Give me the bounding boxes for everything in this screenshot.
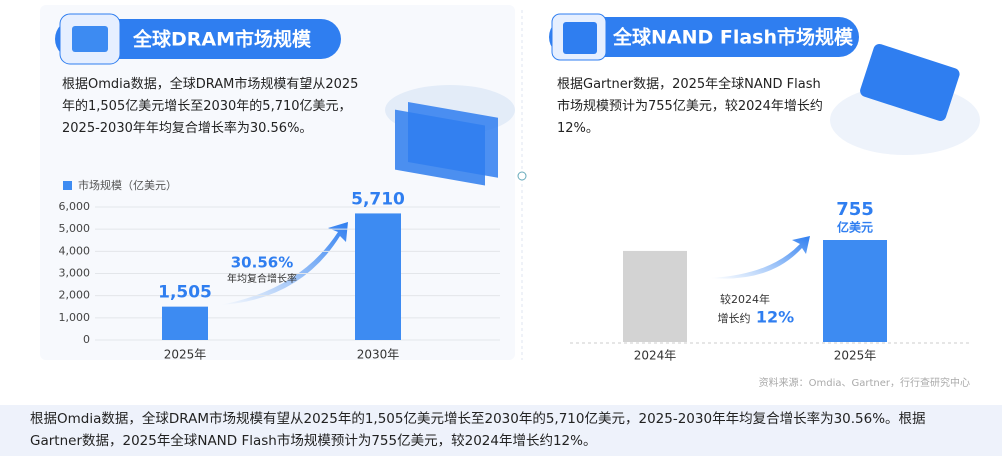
x-tick-label: 2025年 — [834, 349, 877, 363]
annotation: 较2024年 — [720, 292, 770, 306]
chart-title: 全球NAND Flash市场规模 — [612, 26, 854, 49]
bar — [162, 306, 208, 340]
caption: 根据Omdia数据，全球DRAM市场规模有望从2025年的1,505亿美元增长至… — [0, 405, 1002, 456]
growth-arrow — [220, 222, 348, 305]
growth-arrow — [710, 236, 810, 279]
annotation: 30.56% — [231, 254, 293, 272]
chip-icon — [563, 22, 597, 54]
y-tick-label: 1,000 — [59, 311, 91, 324]
chip-icon — [72, 26, 108, 52]
unit-label: 亿美元 — [837, 220, 873, 235]
y-tick-label: 5,000 — [59, 222, 91, 235]
x-tick-label: 2030年 — [357, 348, 400, 362]
value-label: 1,505 — [158, 283, 212, 303]
bar — [823, 240, 887, 342]
y-tick-label: 3,000 — [59, 267, 91, 280]
annotation: 12% — [756, 308, 794, 327]
annotation: 年均复合增长率 — [227, 272, 297, 285]
bar — [355, 213, 401, 340]
description: 根据Gartner数据，2025年全球NAND Flash市场规模预计为755亿… — [557, 77, 823, 136]
x-tick-label: 2024年 — [634, 349, 677, 363]
y-tick-label: 4,000 — [59, 244, 91, 257]
title-pill — [549, 17, 859, 57]
title-pill — [55, 19, 341, 59]
legend-swatch — [63, 181, 72, 190]
y-tick-label: 6,000 — [59, 200, 91, 213]
y-tick-label: 2,000 — [59, 289, 91, 302]
chart-title: 全球DRAM市场规模 — [132, 28, 312, 51]
y-tick-label: 0 — [83, 333, 90, 346]
bar — [623, 250, 687, 342]
ssd-illustration — [830, 43, 980, 155]
annotation: 增长约 — [718, 311, 751, 325]
description: 根据Omdia数据，全球DRAM市场规模有望从2025年的1,505亿美元增长至… — [62, 77, 359, 136]
value-label: 5,710 — [351, 189, 405, 209]
x-tick-label: 2025年 — [164, 348, 207, 362]
legend-label: 市场规模（亿美元） — [78, 178, 177, 192]
infographic: 全球DRAM市场规模 全球NAND Flash市场规模 资料来源：Omdia、G… — [55, 10, 980, 389]
dram-illustration — [385, 85, 515, 186]
divider-dot — [517, 171, 527, 181]
value-label: 755 — [836, 199, 874, 220]
source: 资料来源：Omdia、Gartner，行行查研究中心 — [759, 376, 970, 389]
